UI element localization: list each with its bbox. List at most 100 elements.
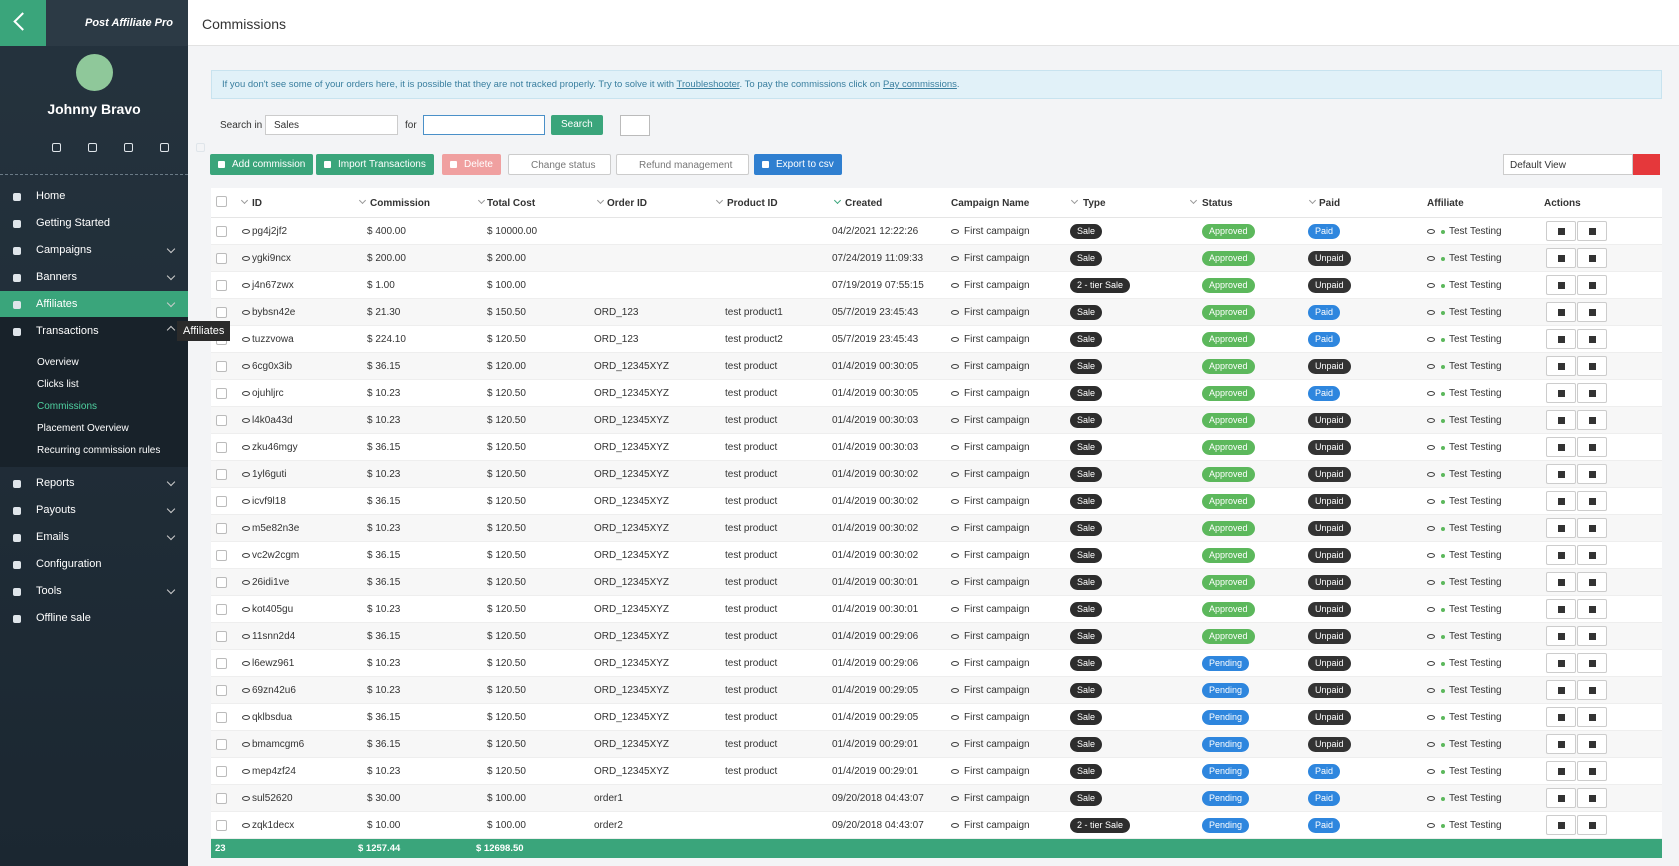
view-icon[interactable] — [242, 391, 250, 396]
menu-item[interactable]: Banners — [0, 264, 188, 291]
view-icon[interactable] — [951, 472, 959, 477]
action-button[interactable] — [1546, 626, 1576, 646]
action-button[interactable] — [1577, 356, 1607, 376]
column-header[interactable]: Affiliate — [1427, 198, 1464, 209]
view-icon[interactable] — [1427, 796, 1435, 801]
action-button[interactable] — [1546, 788, 1576, 808]
view-icon[interactable] — [951, 607, 959, 612]
view-icon[interactable] — [242, 553, 250, 558]
view-edit[interactable] — [1633, 154, 1660, 175]
view-icon[interactable] — [242, 229, 250, 234]
menu-item[interactable]: Configuration — [0, 551, 188, 578]
view-icon[interactable] — [951, 283, 959, 288]
checkbox[interactable] — [216, 196, 227, 207]
menu-item[interactable]: Affiliates — [0, 291, 188, 318]
checkbox[interactable] — [216, 415, 227, 426]
checkbox[interactable] — [216, 226, 227, 237]
info-link[interactable]: Troubleshooter — [676, 79, 740, 90]
back-button[interactable] — [0, 0, 46, 46]
checkbox[interactable] — [216, 766, 227, 777]
view-icon[interactable] — [1427, 391, 1435, 396]
view-icon[interactable] — [1427, 769, 1435, 774]
sidebar-icon[interactable] — [88, 143, 97, 152]
menu-item[interactable]: Emails — [0, 524, 188, 551]
action-button[interactable] — [1577, 410, 1607, 430]
action-button[interactable] — [1577, 518, 1607, 538]
action-button[interactable] — [1546, 815, 1576, 835]
column-header[interactable]: Type — [1083, 198, 1106, 209]
refund[interactable]: Refund management — [616, 154, 749, 175]
action-button[interactable] — [1546, 572, 1576, 592]
delete-button[interactable]: Delete — [442, 154, 501, 175]
action-button[interactable] — [1577, 275, 1607, 295]
export-button[interactable]: Export to csv — [754, 154, 842, 175]
sidebar-icon[interactable] — [52, 143, 61, 152]
action-button[interactable] — [1546, 599, 1576, 619]
view-icon[interactable] — [242, 688, 250, 693]
column-header[interactable]: Created — [845, 198, 883, 209]
checkbox[interactable] — [216, 469, 227, 480]
view-icon[interactable] — [242, 715, 250, 720]
column-header[interactable]: Paid — [1319, 198, 1341, 209]
view-icon[interactable] — [242, 661, 250, 666]
view-icon[interactable] — [1427, 229, 1435, 234]
info-link[interactable]: Pay commissions — [882, 79, 957, 90]
view-icon[interactable] — [1427, 580, 1435, 585]
view-icon[interactable] — [1427, 634, 1435, 639]
view-icon[interactable] — [951, 337, 959, 342]
checkbox[interactable] — [216, 496, 227, 507]
view-icon[interactable] — [951, 418, 959, 423]
view-icon[interactable] — [242, 364, 250, 369]
view-icon[interactable] — [242, 580, 250, 585]
view-icon[interactable] — [242, 283, 250, 288]
action-button[interactable] — [1546, 464, 1576, 484]
action-button[interactable] — [1577, 383, 1607, 403]
menu-item[interactable]: Payouts — [0, 497, 188, 524]
view-icon[interactable] — [242, 472, 250, 477]
action-button[interactable] — [1577, 248, 1607, 268]
checkbox[interactable] — [216, 658, 227, 669]
checkbox[interactable] — [216, 550, 227, 561]
menu-item[interactable]: Offline sale — [0, 605, 188, 632]
view-icon[interactable] — [951, 661, 959, 666]
view-icon[interactable] — [242, 418, 250, 423]
action-button[interactable] — [1577, 464, 1607, 484]
column-header[interactable]: Total Cost — [487, 198, 536, 209]
submenu-item[interactable]: Recurring commission rules — [37, 445, 161, 456]
view-icon[interactable] — [242, 526, 250, 531]
sidebar-icon[interactable] — [160, 143, 169, 152]
view-icon[interactable] — [242, 769, 250, 774]
action-button[interactable] — [1546, 383, 1576, 403]
checkbox[interactable] — [216, 685, 227, 696]
view-icon[interactable] — [951, 634, 959, 639]
column-header[interactable]: Product ID — [727, 198, 778, 209]
checkbox[interactable] — [216, 361, 227, 372]
search-select[interactable]: Sales — [265, 115, 398, 135]
action-button[interactable] — [1546, 248, 1576, 268]
action-button[interactable] — [1546, 491, 1576, 511]
submenu-item[interactable]: Placement Overview — [37, 423, 129, 434]
view-icon[interactable] — [1427, 472, 1435, 477]
checkbox[interactable] — [216, 307, 227, 318]
action-button[interactable] — [1577, 680, 1607, 700]
action-button[interactable] — [1577, 302, 1607, 322]
view-icon[interactable] — [951, 364, 959, 369]
menu-item[interactable]: Getting Started — [0, 210, 188, 237]
action-button[interactable] — [1577, 329, 1607, 349]
action-button[interactable] — [1577, 653, 1607, 673]
view-icon[interactable] — [242, 256, 250, 261]
action-button[interactable] — [1546, 545, 1576, 565]
action-button[interactable] — [1546, 221, 1576, 241]
action-button[interactable] — [1577, 626, 1607, 646]
view-icon[interactable] — [1427, 364, 1435, 369]
checkbox[interactable] — [216, 631, 227, 642]
view-icon[interactable] — [1427, 715, 1435, 720]
action-button[interactable] — [1546, 275, 1576, 295]
column-header[interactable]: Commission — [370, 198, 431, 209]
view-icon[interactable] — [1427, 256, 1435, 261]
view-icon[interactable] — [242, 823, 250, 828]
view-icon[interactable] — [242, 337, 250, 342]
view-icon[interactable] — [951, 823, 959, 828]
action-button[interactable] — [1546, 734, 1576, 754]
view-icon[interactable] — [951, 580, 959, 585]
